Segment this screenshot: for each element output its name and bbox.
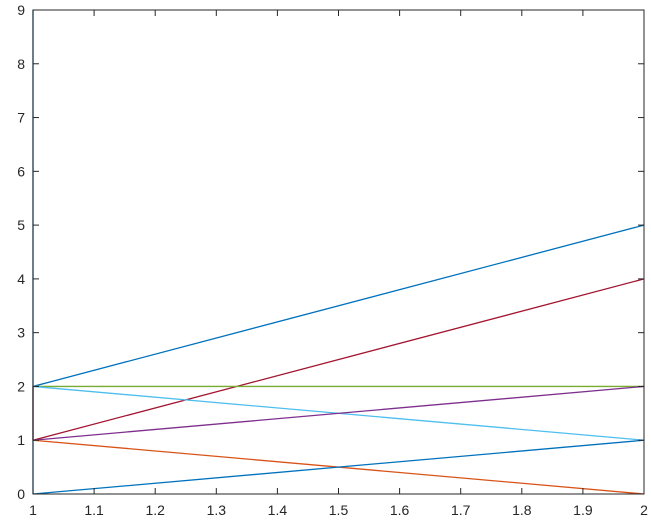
x-tick-label: 1.9 bbox=[573, 502, 593, 518]
y-tick-label: 2 bbox=[17, 378, 25, 394]
x-tick-label: 1 bbox=[29, 502, 37, 518]
y-tick-label: 0 bbox=[17, 486, 25, 502]
series-line-3 bbox=[32, 278, 645, 441]
x-tick-label: 1.4 bbox=[268, 502, 288, 518]
x-tick-label: 1.6 bbox=[390, 502, 410, 518]
y-tick-label: 5 bbox=[17, 217, 25, 233]
x-tick-label: 1.7 bbox=[451, 502, 471, 518]
y-tick-label: 7 bbox=[17, 110, 25, 126]
y-tick-label: 9 bbox=[17, 2, 25, 18]
series-line-9 bbox=[32, 439, 645, 495]
y-tick-label: 3 bbox=[17, 325, 25, 341]
series-line-7 bbox=[32, 385, 645, 441]
x-tick-label: 1.1 bbox=[84, 502, 104, 518]
axes-layer bbox=[32, 9, 645, 495]
y-tick-label: 6 bbox=[17, 163, 25, 179]
y-tick-label: 1 bbox=[17, 432, 25, 448]
series-layer bbox=[32, 10, 645, 495]
x-tick-label: 1.5 bbox=[329, 502, 349, 518]
x-tick-label: 1.2 bbox=[145, 502, 165, 518]
x-tick-label: 1.3 bbox=[207, 502, 227, 518]
y-tick-label: 8 bbox=[17, 56, 25, 72]
series-line-2 bbox=[32, 224, 645, 388]
y-tick-label: 4 bbox=[17, 271, 25, 287]
x-tick-label: 1.8 bbox=[512, 502, 532, 518]
x-tick-label: 2 bbox=[640, 502, 648, 518]
plot-frame bbox=[32, 9, 645, 495]
